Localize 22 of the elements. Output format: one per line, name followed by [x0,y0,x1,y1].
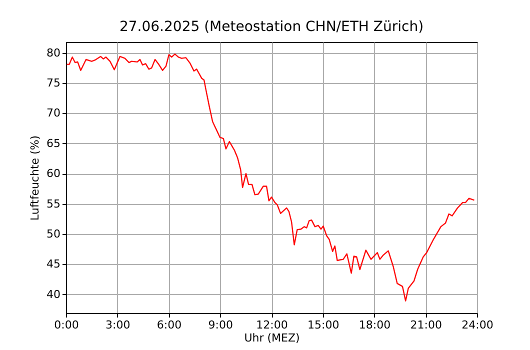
x-tick-label: 12:00 [256,318,288,332]
y-tick-label: 55 [46,197,60,210]
y-tick-label: 80 [46,46,60,60]
x-tick-label: 6:00 [156,318,182,332]
y-axis-title: Luftfeuchte (%) [28,135,42,221]
x-tick-label: 24:00 [462,318,494,332]
x-axis-title: Uhr (MEZ) [244,332,300,344]
y-tick-label: 40 [46,288,60,301]
x-tick-label: 0:00 [54,318,79,332]
x-tick-label: 21:00 [410,318,442,332]
y-tick-label: 65 [46,136,60,150]
y-tick-label: 45 [46,258,60,271]
x-tick-label: 9:00 [208,318,233,332]
y-tick-label: 60 [46,167,60,180]
x-tick-label: 15:00 [308,318,340,332]
y-tick-label: 70 [46,106,60,120]
y-tick-label: 75 [46,76,60,90]
x-tick-label: 18:00 [358,318,391,332]
x-tick-label: 3:00 [106,318,130,332]
chart-title: 27.06.2025 (Meteostation CHN/ETH Zürich) [119,19,424,35]
line-series [66,53,475,302]
y-tick-label: 50 [46,227,60,240]
